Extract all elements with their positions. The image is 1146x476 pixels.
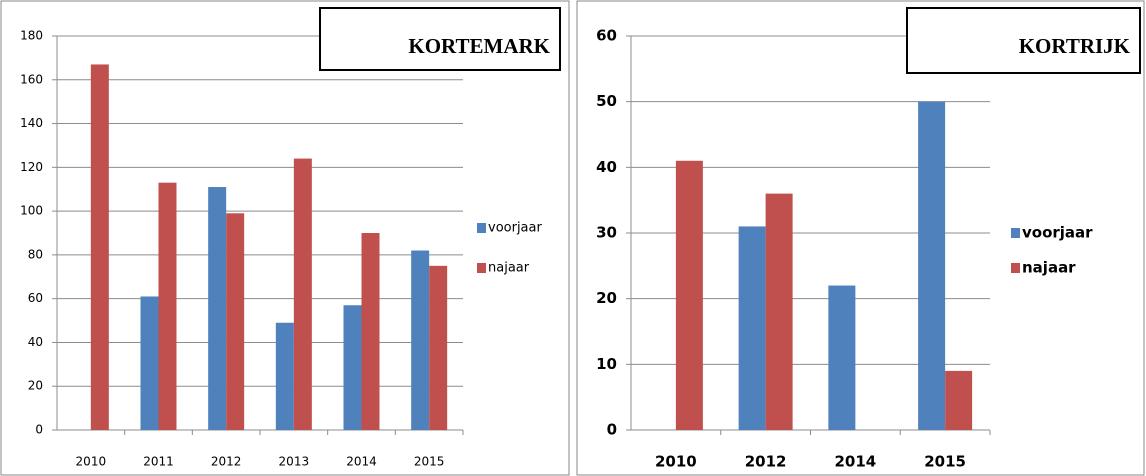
bar — [293, 158, 312, 431]
y-tick-label: 40 — [28, 335, 43, 349]
x-tick-label: 2011 — [143, 455, 174, 469]
y-tick-label: 160 — [20, 72, 43, 86]
bar — [226, 213, 245, 430]
legend-label: najaar — [1022, 259, 1076, 277]
y-tick-label: 20 — [28, 379, 43, 393]
bar — [738, 226, 766, 430]
y-tick-label: 80 — [28, 247, 43, 261]
x-tick-label: 2014 — [346, 455, 377, 469]
y-tick-label: 50 — [596, 92, 617, 110]
bar — [429, 265, 448, 430]
x-tick-label: 2012 — [211, 455, 242, 469]
chart-title: KORTEMARK — [408, 34, 550, 58]
x-tick-label: 2015 — [924, 453, 966, 471]
bar — [275, 322, 294, 430]
legend-swatch — [1011, 263, 1020, 273]
y-tick-label: 40 — [596, 158, 617, 176]
bar — [140, 296, 159, 430]
panel-border — [576, 0, 1145, 476]
bar — [411, 250, 430, 430]
x-tick-label: 2012 — [745, 453, 787, 471]
panel-border — [0, 0, 570, 476]
bar — [158, 182, 177, 430]
y-tick-label: 100 — [20, 204, 43, 218]
y-tick-label: 30 — [596, 224, 617, 242]
legend-label: najaar — [488, 261, 530, 276]
x-tick-label: 2014 — [835, 453, 877, 471]
y-tick-label: 10 — [596, 355, 617, 373]
y-tick-label: 180 — [20, 29, 43, 43]
title-box — [319, 7, 561, 71]
bar — [90, 64, 109, 430]
bar — [675, 160, 703, 430]
legend-label: voorjaar — [488, 221, 542, 236]
y-tick-label: 140 — [20, 116, 43, 130]
bar — [945, 370, 973, 430]
bar — [361, 233, 380, 430]
bar — [343, 305, 362, 430]
y-tick-label: 60 — [596, 27, 617, 45]
bar — [765, 193, 793, 430]
y-tick-label: 120 — [20, 160, 43, 174]
title-box — [906, 7, 1141, 74]
x-tick-label: 2010 — [76, 455, 107, 469]
y-tick-label: 20 — [596, 289, 617, 307]
bar — [208, 187, 227, 430]
legend-swatch — [477, 223, 486, 233]
bar — [828, 285, 856, 430]
legend-label: voorjaar — [1022, 224, 1093, 242]
legend-swatch — [1011, 228, 1020, 238]
y-tick-label: 0 — [607, 421, 617, 439]
x-tick-label: 2013 — [279, 455, 310, 469]
y-tick-label: 60 — [28, 291, 43, 305]
chart-title: KORTRIJK — [1019, 34, 1131, 58]
legend-swatch — [477, 263, 486, 273]
y-tick-label: 0 — [35, 423, 43, 437]
x-tick-label: 2010 — [655, 453, 697, 471]
bar — [918, 101, 946, 431]
x-tick-label: 2015 — [414, 455, 445, 469]
